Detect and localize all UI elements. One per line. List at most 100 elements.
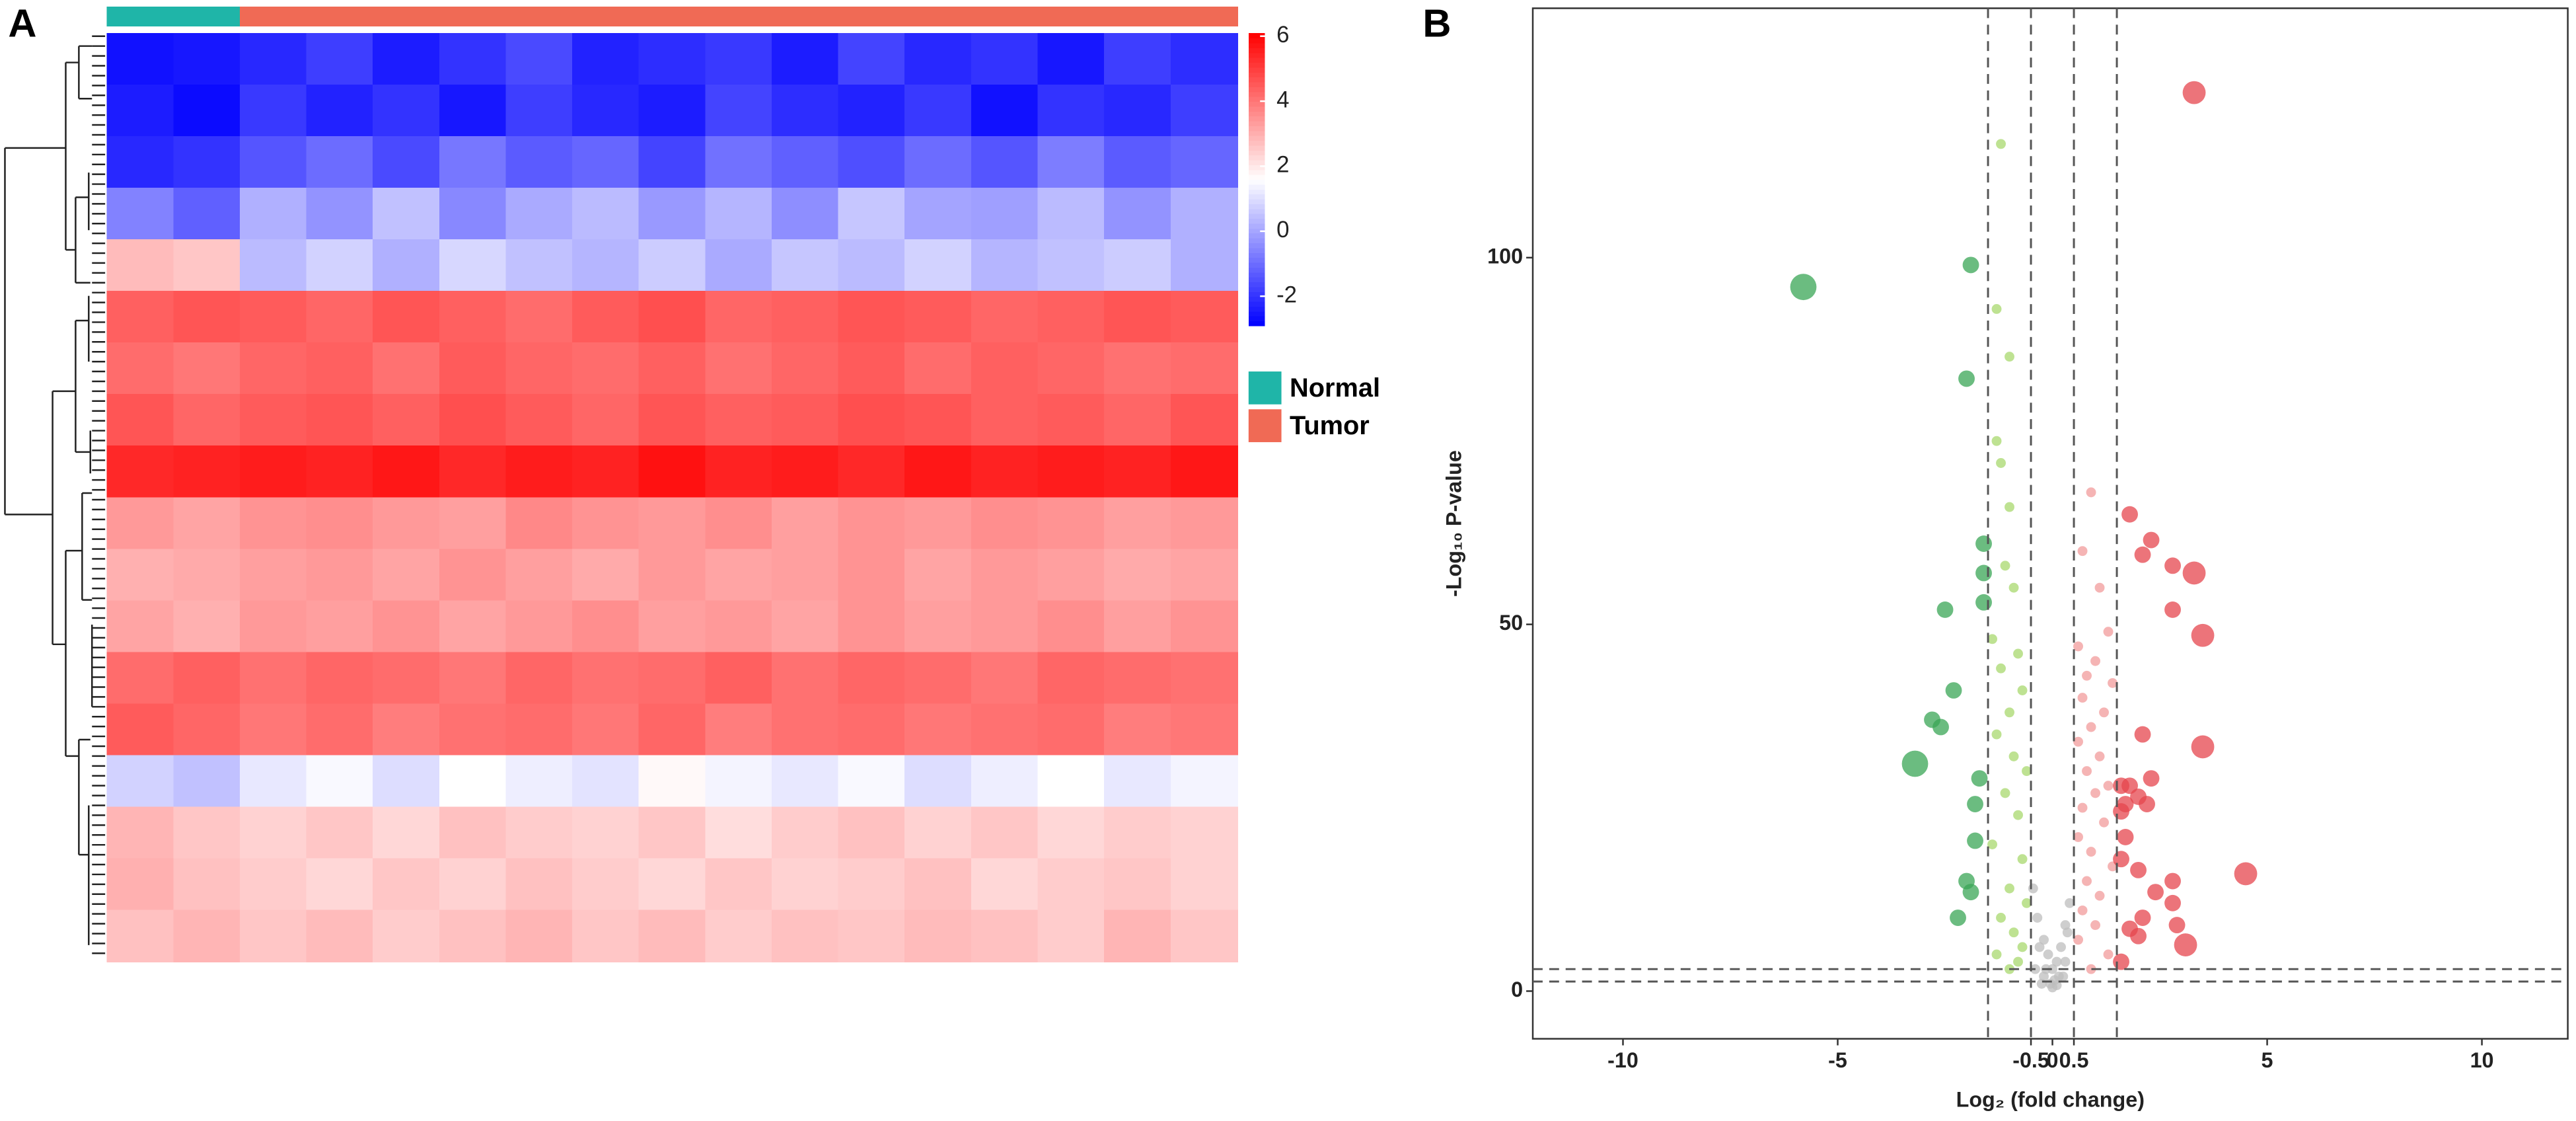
- column-annotation: [1104, 7, 1172, 26]
- heatmap-cell: [771, 291, 840, 344]
- heatmap-cell: [1037, 84, 1105, 137]
- heatmap-cell: [904, 187, 973, 241]
- point: [2090, 920, 2100, 931]
- colorbar-slice: [1248, 47, 1265, 54]
- heatmap-cell: [439, 445, 507, 498]
- heatmap-cell: [373, 135, 441, 189]
- heatmap-cell: [971, 394, 1039, 447]
- colorbar-tick-label: 2: [1276, 152, 1289, 178]
- heatmap-cell: [904, 445, 973, 498]
- point: [2017, 854, 2028, 865]
- heatmap-cell: [1037, 755, 1105, 808]
- colorbar-slice: [1248, 62, 1265, 68]
- column-annotation: [373, 7, 441, 26]
- point: [2058, 971, 2069, 982]
- heatmap-cell: [1037, 135, 1105, 189]
- heatmap-cell: [505, 909, 573, 963]
- heatmap-cell: [838, 600, 906, 653]
- point: [2168, 917, 2186, 934]
- point: [1962, 256, 1979, 274]
- heatmap-cell: [838, 135, 906, 189]
- heatmap-cell: [306, 32, 374, 86]
- colorbar-slice: [1248, 262, 1265, 268]
- point: [1996, 913, 2006, 923]
- heatmap-cell: [1104, 187, 1172, 241]
- heatmap-cell: [1104, 84, 1172, 137]
- heatmap-cell: [439, 497, 507, 550]
- heatmap-cell: [904, 239, 973, 292]
- point: [2130, 861, 2147, 878]
- heatmap-cell: [306, 135, 374, 189]
- point: [1991, 304, 2002, 314]
- heatmap-cell: [638, 32, 706, 86]
- heatmap-cell: [373, 291, 441, 344]
- heatmap-cell: [638, 755, 706, 808]
- column-annotation: [971, 7, 1039, 26]
- heatmap-cell: [306, 239, 374, 292]
- colorbar-slice: [1248, 305, 1265, 312]
- colorbar-slice: [1248, 227, 1265, 234]
- heatmap-cell: [505, 342, 573, 395]
- colorbar-slice: [1248, 272, 1265, 278]
- heatmap-cell: [638, 187, 706, 241]
- heatmap-cell: [1037, 703, 1105, 757]
- colorbar-tick-label: 6: [1276, 22, 1289, 48]
- heatmap-cell: [1104, 600, 1172, 653]
- heatmap-cells: [106, 32, 1238, 963]
- heatmap-cell: [771, 909, 840, 963]
- colorbar-slice: [1248, 301, 1265, 307]
- heatmap-cell: [971, 187, 1039, 241]
- heatmap-cell: [572, 239, 640, 292]
- heatmap-cell: [173, 703, 241, 757]
- heatmap-cell: [1037, 239, 1105, 292]
- heatmap-cell: [638, 239, 706, 292]
- heatmap-cell: [1104, 32, 1172, 86]
- heatmap-cell: [705, 497, 773, 550]
- heatmap-cell: [572, 291, 640, 344]
- heatmap-cell: [572, 497, 640, 550]
- point: [2113, 777, 2129, 794]
- point: [2077, 802, 2088, 813]
- heatmap-cell: [705, 549, 773, 601]
- point: [1950, 909, 1966, 926]
- heatmap-cell: [1104, 858, 1172, 911]
- heatmap-cell: [638, 549, 706, 601]
- heatmap-cell: [505, 394, 573, 447]
- colorbar-slice: [1248, 233, 1265, 239]
- x-tick-label: 0.5: [2059, 1048, 2089, 1072]
- point: [2039, 935, 2049, 945]
- heatmap-cell: [1170, 394, 1238, 447]
- point: [2099, 817, 2109, 828]
- point: [2164, 601, 2181, 618]
- heatmap-cell: [173, 652, 241, 705]
- heatmap-cell: [173, 806, 241, 860]
- point: [2005, 707, 2014, 718]
- colorbar-slice: [1248, 77, 1265, 83]
- column-annotation: [239, 7, 308, 26]
- point: [2113, 803, 2129, 820]
- heatmap-cell: [572, 342, 640, 395]
- heatmap-cell: [838, 909, 906, 963]
- column-annotation: [306, 7, 374, 26]
- point: [2008, 582, 2019, 593]
- heatmap-cell: [904, 291, 973, 344]
- colorbar-slice: [1248, 145, 1265, 151]
- heatmap-cell: [904, 394, 973, 447]
- heatmap-cell: [1037, 858, 1105, 911]
- heatmap-cell: [173, 239, 241, 292]
- heatmap-cell: [1170, 703, 1238, 757]
- heatmap-cell: [505, 600, 573, 653]
- heatmap-cell: [1170, 342, 1238, 395]
- x-axis-label: Log₂ (fold change): [1956, 1088, 2145, 1112]
- heatmap-cell: [705, 806, 773, 860]
- point: [1975, 535, 1992, 553]
- heatmap-cell: [904, 652, 973, 705]
- heatmap-cell: [904, 32, 973, 86]
- column-annotation: [838, 7, 906, 26]
- column-annotation: [904, 7, 973, 26]
- heatmap-cell: [1170, 84, 1238, 137]
- point: [2191, 623, 2215, 647]
- x-tick-label: -10: [1607, 1048, 1638, 1072]
- heatmap-cell: [439, 239, 507, 292]
- heatmap-cell: [838, 549, 906, 601]
